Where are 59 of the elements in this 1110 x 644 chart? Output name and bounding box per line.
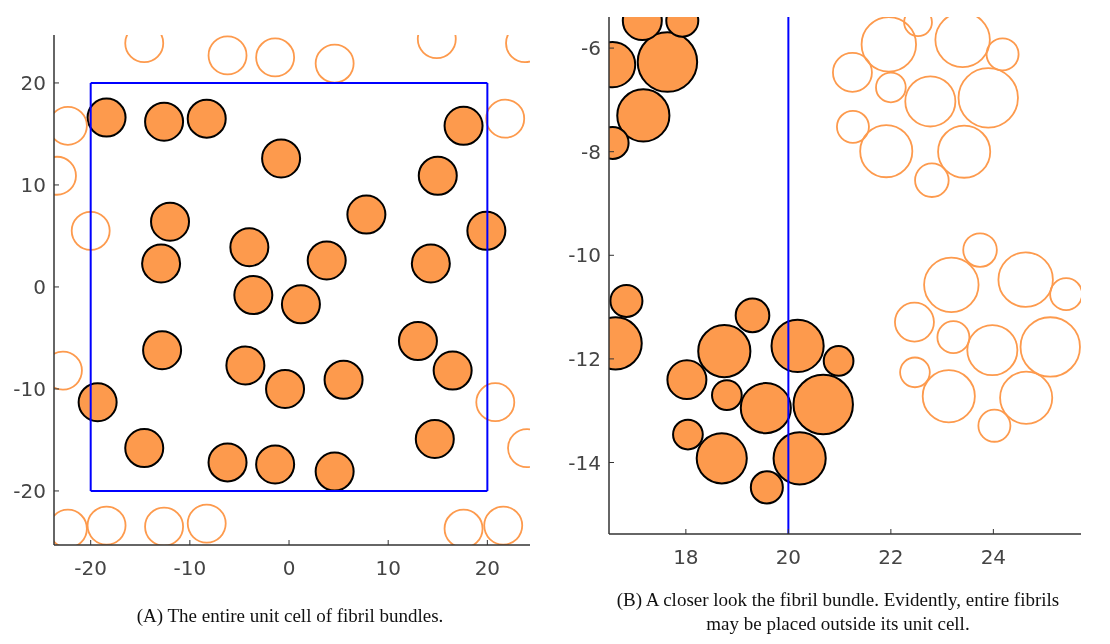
point bbox=[186, 503, 227, 544]
x-tick-label: 20 bbox=[775, 545, 802, 569]
point bbox=[255, 37, 296, 78]
point bbox=[483, 505, 524, 545]
y-tick-label: -20 bbox=[13, 478, 46, 503]
point bbox=[141, 243, 182, 284]
point bbox=[207, 442, 248, 483]
y-tick-label: -10 bbox=[568, 243, 601, 268]
x-tick-label: 0 bbox=[282, 556, 296, 580]
y-tick-label: -12 bbox=[568, 346, 601, 371]
y-tick-label: -14 bbox=[568, 450, 601, 475]
point bbox=[77, 382, 118, 423]
point bbox=[346, 194, 387, 235]
point bbox=[323, 359, 364, 400]
point bbox=[397, 321, 438, 361]
point bbox=[255, 444, 296, 485]
text: (B) A closer look the fibril bundle. Evidently, entire fibrils may be placed outside its unit cell. bbox=[616, 589, 1060, 634]
x-tick-label: 24 bbox=[980, 545, 1007, 569]
point bbox=[186, 98, 227, 139]
point bbox=[410, 243, 451, 284]
point bbox=[414, 418, 455, 459]
point bbox=[124, 428, 165, 469]
y-tick-label: -6 bbox=[581, 36, 601, 61]
point bbox=[261, 138, 302, 179]
x-tick-label: -10 bbox=[173, 556, 207, 580]
point bbox=[207, 35, 248, 76]
x-tick-label: 10 bbox=[375, 556, 401, 580]
x-tick-label: 22 bbox=[878, 545, 904, 569]
point bbox=[475, 382, 516, 423]
point bbox=[466, 210, 507, 251]
point bbox=[233, 275, 274, 316]
point bbox=[86, 97, 127, 138]
y-tick-label: -8 bbox=[581, 139, 601, 164]
point bbox=[86, 505, 127, 545]
x-tick-label: -20 bbox=[74, 556, 108, 580]
point bbox=[265, 368, 306, 409]
point bbox=[485, 98, 526, 139]
point bbox=[443, 105, 484, 146]
point bbox=[314, 451, 355, 492]
y-tick-label: 20 bbox=[20, 70, 46, 95]
point bbox=[432, 350, 473, 391]
x-tick-label: 20 bbox=[474, 556, 501, 580]
text: (A) The entire unit cell of fibril bundles. bbox=[136, 605, 444, 627]
y-tick-label: 0 bbox=[33, 274, 46, 299]
point bbox=[306, 240, 347, 281]
point bbox=[142, 330, 183, 371]
y-tick-label: 10 bbox=[20, 172, 46, 197]
point bbox=[70, 210, 111, 251]
point bbox=[443, 508, 484, 545]
y-tick-label: -10 bbox=[13, 376, 46, 401]
point bbox=[280, 284, 321, 325]
point bbox=[314, 43, 355, 84]
point bbox=[225, 345, 266, 386]
point bbox=[417, 155, 458, 196]
point bbox=[229, 227, 270, 268]
point bbox=[144, 101, 185, 142]
x-tick-label: 18 bbox=[673, 545, 699, 569]
point bbox=[150, 201, 191, 242]
point bbox=[144, 506, 184, 545]
